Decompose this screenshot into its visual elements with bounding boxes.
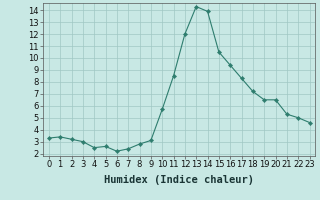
- X-axis label: Humidex (Indice chaleur): Humidex (Indice chaleur): [104, 175, 254, 185]
